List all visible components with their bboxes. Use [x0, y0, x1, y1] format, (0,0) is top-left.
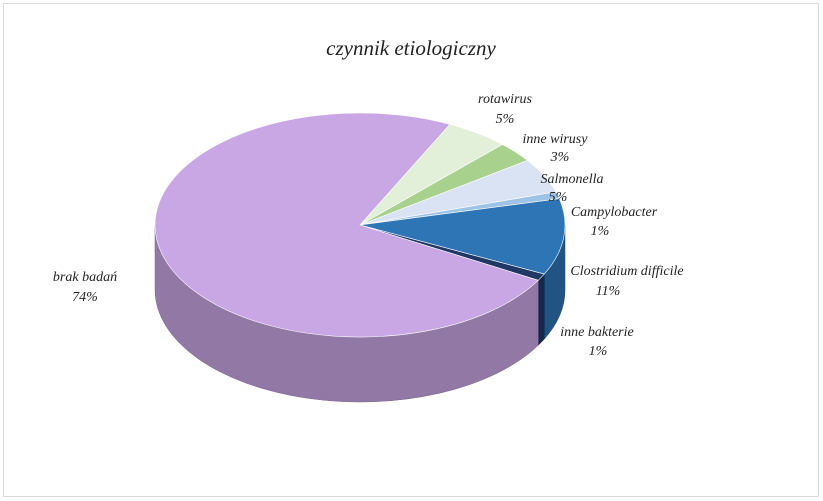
- pie-slice: [359, 198, 566, 275]
- slice-label: Campylobacter: [571, 205, 658, 220]
- pie-side: [537, 273, 545, 346]
- slice-value-label: 5%: [549, 190, 568, 205]
- slice-value-label: 74%: [72, 290, 98, 305]
- slice-label: Clostridium difficile: [570, 264, 683, 279]
- pie-slice: [154, 112, 539, 338]
- slice-label: inne bakterie: [560, 325, 633, 340]
- slice-label: rotawirus: [478, 92, 532, 107]
- slice-label: Salmonella: [541, 172, 604, 187]
- slice-value-label: 1%: [589, 344, 608, 359]
- slice-value-label: 5%: [496, 112, 515, 127]
- slice-value-label: 1%: [591, 224, 610, 239]
- slice-label: brak badań: [53, 270, 117, 285]
- chart-title: czynnik etiologiczny: [326, 36, 496, 60]
- slice-value-label: 11%: [596, 284, 621, 299]
- slice-value-label: 3%: [550, 150, 570, 165]
- slice-label: inne wirusy: [523, 132, 589, 147]
